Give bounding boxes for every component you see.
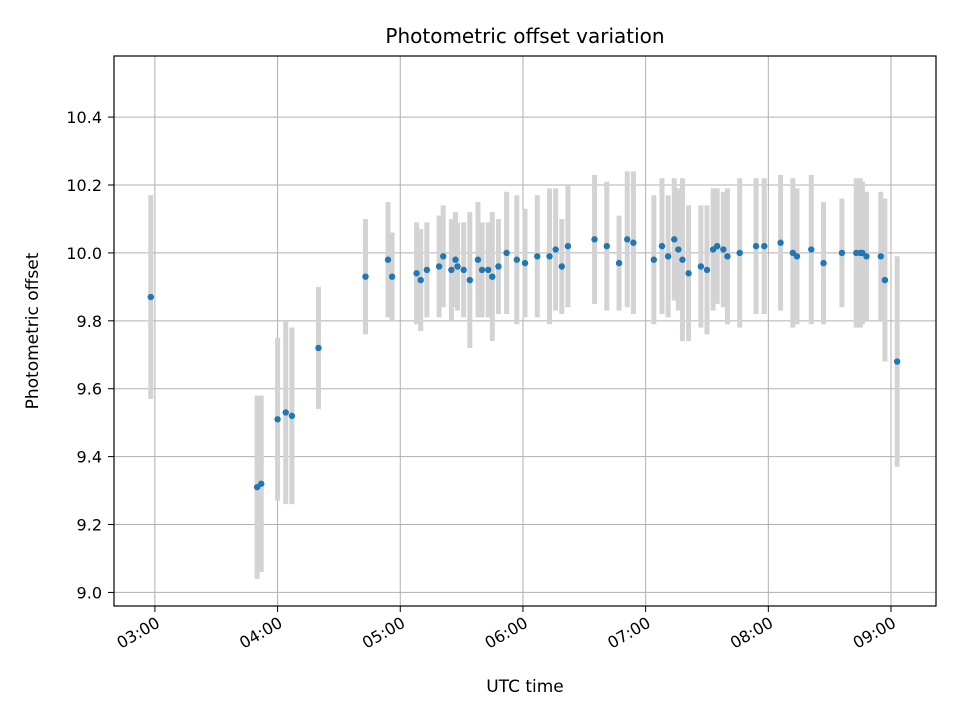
- data-point: [777, 239, 784, 246]
- data-point: [720, 246, 727, 253]
- data-point: [603, 242, 610, 250]
- data-point: [454, 263, 461, 270]
- data-point: [147, 293, 155, 301]
- y-tick-label: 10.2: [66, 176, 102, 195]
- y-tick-label: 9.4: [77, 448, 102, 467]
- data-point: [591, 236, 598, 243]
- data-point: [808, 246, 815, 253]
- data-point: [624, 236, 631, 243]
- data-point: [671, 236, 678, 243]
- y-tick-label: 10.4: [66, 108, 102, 127]
- y-tick-label: 9.8: [77, 312, 102, 331]
- data-point: [793, 253, 801, 260]
- data-point: [863, 253, 870, 260]
- data-point: [460, 266, 467, 274]
- y-tick-label: 9.6: [77, 380, 102, 399]
- data-point: [534, 253, 541, 260]
- data-point: [703, 266, 711, 274]
- data-point: [484, 266, 492, 274]
- data-point: [664, 253, 672, 260]
- data-point: [546, 253, 553, 260]
- data-point: [675, 246, 682, 253]
- data-point: [658, 242, 666, 250]
- data-point: [521, 259, 529, 267]
- data-point: [474, 256, 482, 263]
- data-point: [495, 263, 502, 270]
- data-point: [881, 276, 889, 284]
- data-point: [417, 276, 424, 284]
- data-point: [478, 266, 486, 274]
- data-points: [147, 236, 901, 491]
- data-point: [452, 256, 459, 263]
- data-point: [440, 253, 447, 260]
- data-point: [274, 416, 281, 423]
- data-point: [558, 263, 566, 270]
- data-point: [315, 344, 322, 352]
- data-point: [258, 480, 265, 487]
- data-point: [630, 239, 637, 246]
- y-tick-label: 9.2: [77, 516, 102, 535]
- data-point: [615, 259, 623, 267]
- data-point: [288, 412, 296, 420]
- data-point: [282, 409, 289, 416]
- data-point: [388, 273, 396, 280]
- y-tick-label: 10.0: [66, 244, 102, 263]
- x-axis-title: UTC time: [486, 677, 564, 697]
- plot-frame: [113, 55, 937, 607]
- chart-title: Photometric offset variation: [385, 24, 664, 48]
- data-point: [893, 358, 901, 365]
- data-point: [877, 253, 884, 260]
- data-point: [697, 263, 705, 270]
- data-point: [736, 249, 743, 257]
- data-point: [362, 273, 369, 280]
- data-point: [564, 242, 572, 250]
- data-point: [685, 270, 692, 277]
- data-point: [413, 270, 420, 277]
- data-point: [466, 276, 473, 284]
- data-point: [513, 256, 521, 263]
- data-point: [761, 242, 768, 250]
- data-point: [503, 249, 510, 257]
- data-point: [820, 259, 827, 267]
- data-point: [423, 266, 431, 274]
- data-point: [752, 242, 760, 250]
- data-point: [650, 256, 658, 263]
- data-point: [384, 256, 392, 263]
- data-point: [489, 273, 496, 280]
- data-point: [552, 246, 559, 253]
- data-point: [714, 242, 721, 250]
- y-axis-title: Photometric offset: [23, 252, 43, 409]
- y-tick-label: 9.0: [77, 583, 102, 602]
- data-point: [435, 263, 443, 270]
- data-point: [679, 256, 686, 263]
- data-point: [838, 249, 846, 257]
- data-point: [448, 266, 455, 274]
- data-point: [724, 253, 731, 260]
